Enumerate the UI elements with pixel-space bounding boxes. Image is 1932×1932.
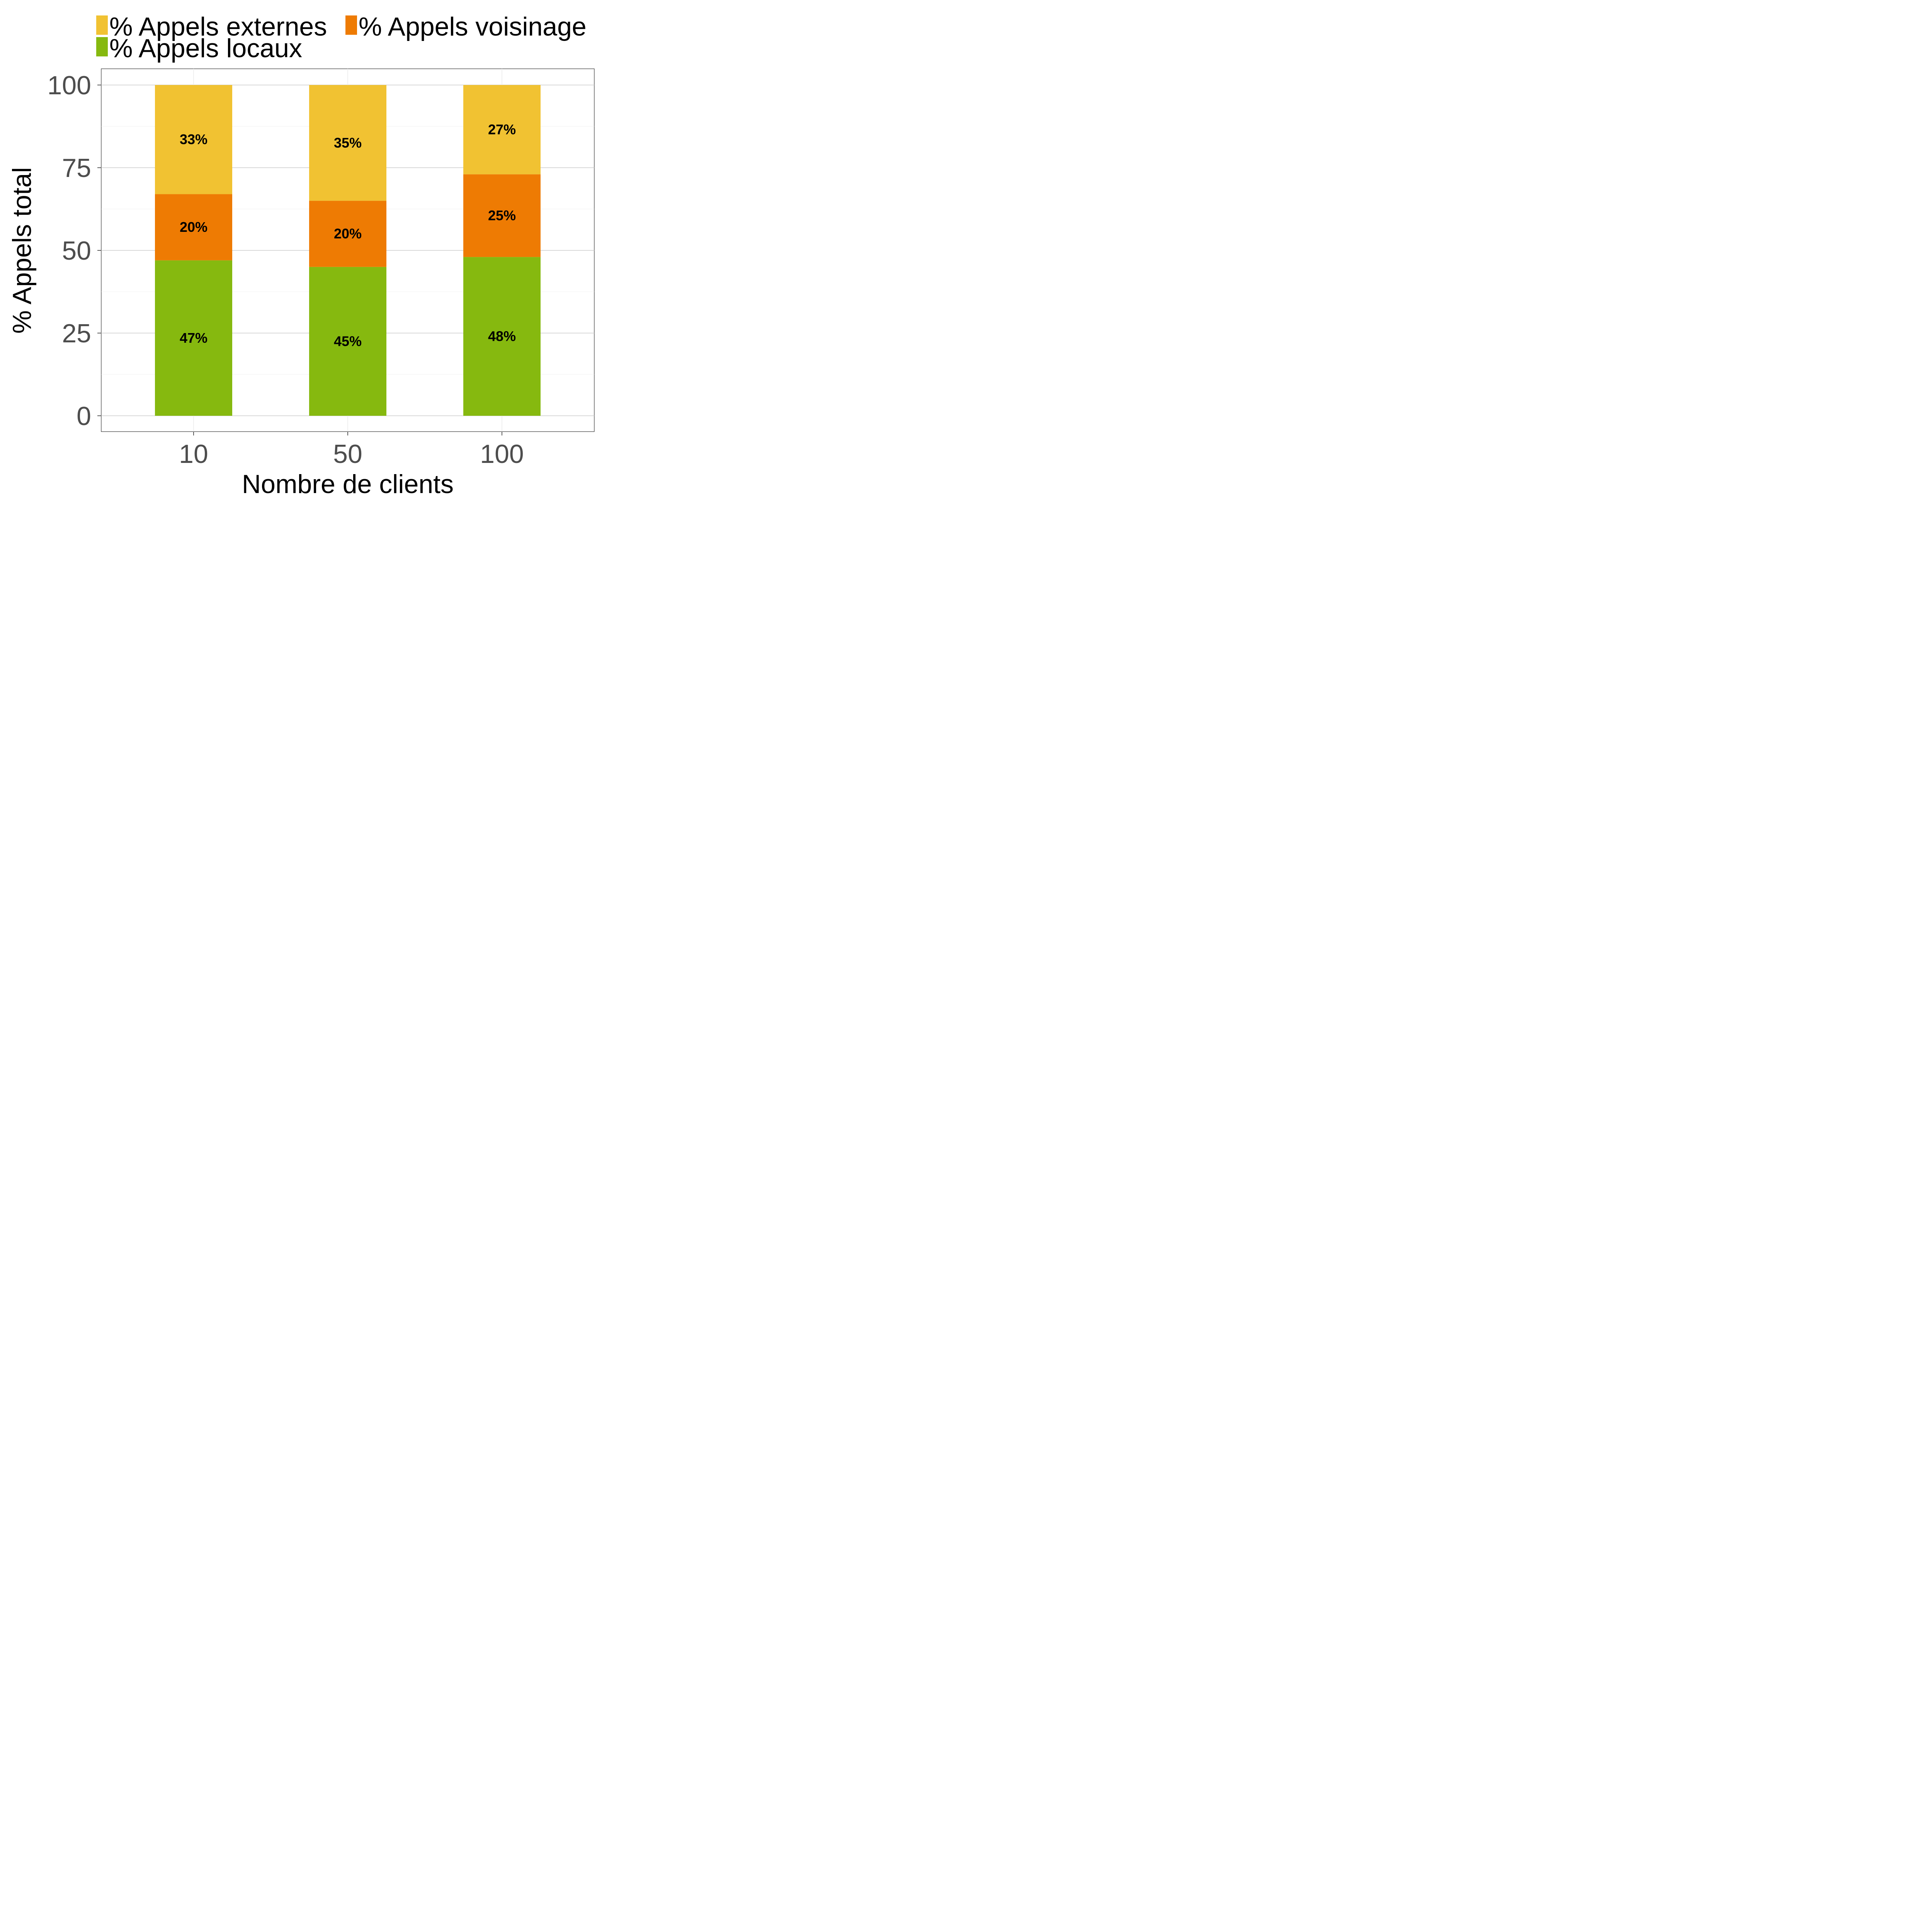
legend-swatch (345, 15, 357, 35)
bar-segment (463, 85, 541, 175)
bar-segment (155, 194, 232, 260)
bar-value-label: 20% (180, 219, 207, 235)
bar-segment (155, 85, 232, 194)
bar-value-label: 35% (334, 135, 362, 151)
y-tick-label: 50 (62, 236, 91, 265)
bar-value-label: 25% (488, 207, 516, 223)
y-tick-label: 100 (48, 71, 91, 100)
bar-value-label: 27% (488, 122, 516, 138)
x-axis: 10 50 100 (179, 432, 524, 469)
y-tick-label: 0 (77, 401, 91, 431)
bar-value-label: 33% (180, 131, 207, 147)
bar-segment (463, 174, 541, 257)
bar-value-label: 20% (334, 226, 362, 242)
chart: % Appels externes % Appels voisinage % App… (7, 12, 595, 499)
bar-value-label: 48% (488, 328, 516, 344)
bar-segment (309, 201, 386, 267)
bar-segment (309, 85, 386, 201)
x-tick-label: 50 (333, 439, 362, 469)
y-tick-label: 25 (62, 319, 91, 348)
bar-labels: 47% 20% 33% 45% 20% 35% 48% 25% 27% (180, 122, 516, 349)
legend-label: % Appels locaux (109, 34, 302, 63)
y-axis: 0 25 50 75 100 (48, 71, 101, 431)
bar-value-label: 47% (180, 330, 207, 346)
legend-label: % Appels externes (109, 12, 327, 41)
legend-swatch (96, 15, 108, 35)
y-tick-label: 75 (62, 153, 91, 183)
legend-swatch (96, 37, 108, 56)
bar-segment (155, 260, 232, 416)
legend: % Appels externes % Appels voisinage % App… (96, 12, 587, 63)
bar-value-label: 45% (334, 333, 362, 349)
legend-label: % Appels voisinage (359, 12, 587, 41)
x-tick-label: 10 (179, 439, 208, 469)
x-axis-title: Nombre de clients (242, 469, 454, 499)
bar-segment (463, 257, 541, 416)
y-axis-title: % Appels total (7, 167, 37, 334)
bars (155, 85, 541, 416)
x-tick-label: 100 (480, 439, 524, 469)
bar-segment (309, 267, 386, 416)
